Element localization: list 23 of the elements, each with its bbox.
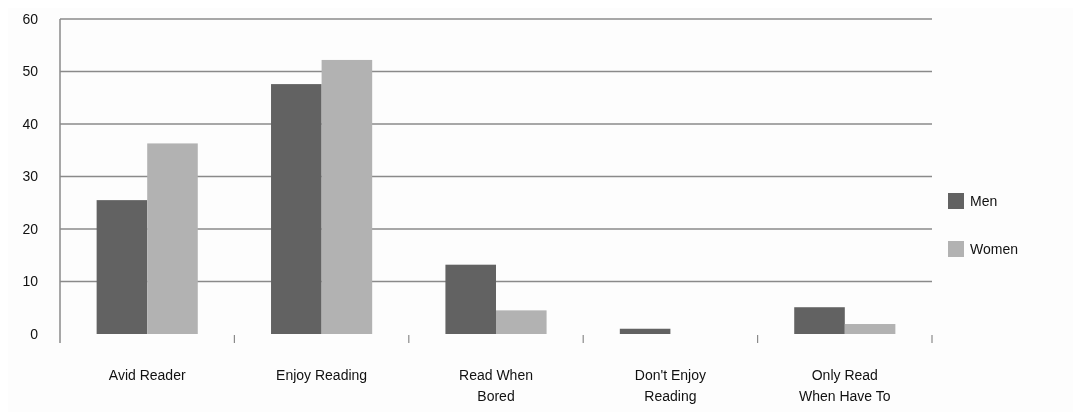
x-tick-label: Don't Enjoy Reading [634, 367, 706, 404]
x-tick-label: Read When Bored [459, 367, 533, 404]
x-tick-label: Enjoy Reading [276, 367, 368, 383]
y-tick-label: 40 [22, 115, 39, 132]
y-tick-label: 10 [22, 273, 39, 290]
y-tick-label: 30 [22, 168, 39, 185]
y-tick-label: 60 [22, 10, 39, 27]
y-tick-label: 0 [30, 325, 39, 342]
legend-label: Women [970, 240, 1018, 257]
y-tick-label: 50 [22, 63, 39, 80]
bar [147, 143, 198, 334]
bar [844, 324, 896, 334]
bar [496, 310, 547, 334]
x-tick-label: Avid Reader [108, 367, 186, 383]
bar [96, 200, 148, 334]
bar [271, 84, 322, 334]
bar [321, 59, 373, 334]
y-tick-label: 20 [22, 220, 39, 237]
bar [794, 307, 845, 334]
bar [619, 328, 671, 334]
bar [445, 264, 496, 334]
legend-label: Men [970, 192, 998, 209]
x-tick-label: Only Read When Have To [799, 367, 891, 404]
